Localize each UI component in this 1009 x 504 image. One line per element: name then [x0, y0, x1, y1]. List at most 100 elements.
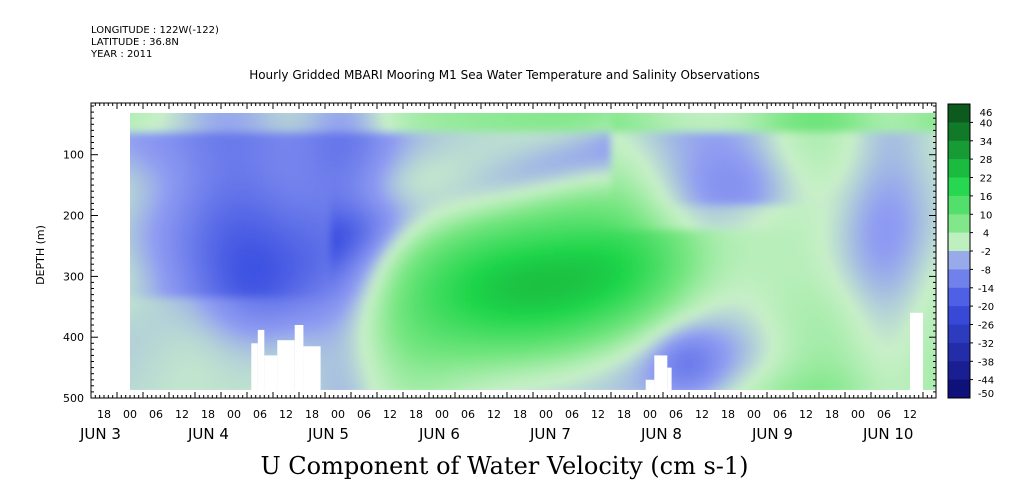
field-cell	[257, 253, 264, 260]
field-cell	[517, 113, 524, 119]
field-cell	[423, 341, 430, 348]
field-cell	[278, 263, 285, 270]
field-cell	[455, 132, 461, 138]
field-cell	[158, 346, 165, 352]
field-cell	[522, 156, 529, 163]
field-cell	[392, 122, 399, 129]
field-cell	[507, 307, 513, 314]
field-cell	[299, 127, 305, 133]
field-cell	[319, 239, 326, 245]
field-cell	[158, 190, 165, 197]
field-cell	[236, 385, 243, 390]
field-cell	[304, 141, 311, 148]
field-cell	[371, 205, 378, 211]
field-cell	[429, 141, 435, 148]
field-cell	[257, 229, 264, 236]
field-cell	[184, 210, 191, 216]
field-cell	[304, 278, 311, 284]
field-cell	[356, 117, 363, 124]
field-cell	[345, 287, 352, 294]
field-cell	[283, 210, 290, 216]
field-cell	[304, 151, 311, 158]
field-cell	[470, 360, 477, 367]
field-cell	[517, 292, 524, 299]
field-cell	[361, 258, 368, 265]
field-cell	[247, 326, 253, 333]
field-cell	[130, 263, 134, 270]
field-cell	[351, 356, 357, 362]
field-cell	[475, 258, 482, 265]
field-cell	[195, 273, 201, 279]
field-cell	[236, 346, 243, 352]
field-cell	[444, 190, 451, 197]
field-cell	[330, 331, 337, 338]
field-cell	[392, 283, 399, 289]
field-cell	[340, 356, 347, 362]
field-cell	[481, 302, 487, 309]
field-cell	[455, 146, 461, 153]
field-cell	[137, 278, 144, 284]
field-cell	[241, 263, 248, 270]
field-cell	[304, 161, 311, 168]
field-cell	[345, 297, 352, 304]
field-cell	[496, 375, 503, 382]
field-cell	[231, 113, 238, 114]
field-cell	[392, 210, 399, 216]
field-cell	[252, 297, 259, 304]
field-cell	[501, 234, 508, 241]
field-cell	[158, 200, 165, 206]
field-cell	[278, 161, 285, 168]
field-cell	[403, 122, 409, 129]
field-cell	[423, 375, 430, 382]
field-cell	[231, 326, 238, 333]
field-cell	[132, 336, 139, 343]
field-cell	[481, 336, 487, 343]
field-cell	[491, 336, 498, 343]
field-cell	[299, 200, 305, 206]
field-cell	[231, 297, 238, 304]
field-cell	[215, 117, 222, 124]
field-cell	[475, 141, 482, 148]
field-cell	[470, 253, 477, 260]
field-cell	[205, 249, 212, 255]
field-cell	[491, 326, 498, 333]
field-cell	[382, 146, 389, 153]
field-cell	[148, 341, 155, 348]
field-cell	[174, 171, 181, 177]
field-cell	[247, 117, 253, 124]
field-cell	[429, 360, 435, 367]
field-cell	[231, 380, 238, 387]
field-cell	[325, 185, 331, 192]
field-cell	[408, 229, 415, 236]
field-cell	[377, 113, 383, 114]
field-cell	[195, 356, 201, 362]
field-cell	[221, 234, 227, 241]
field-cell	[309, 132, 316, 138]
field-cell	[366, 365, 373, 372]
field-cell	[387, 302, 394, 309]
field-cell	[455, 292, 461, 299]
field-cell	[247, 360, 253, 367]
field-cell	[340, 331, 347, 338]
field-cell	[423, 273, 430, 279]
field-cell	[241, 180, 248, 187]
field-cell	[475, 263, 482, 270]
field-cell	[413, 356, 420, 362]
field-cell	[377, 360, 383, 367]
field-cell	[397, 117, 404, 124]
field-cell	[163, 141, 170, 148]
field-cell	[231, 375, 238, 382]
field-cell	[210, 171, 217, 177]
field-cell	[507, 326, 513, 333]
field-cell	[351, 385, 357, 390]
field-cell	[413, 200, 420, 206]
field-cell	[293, 185, 300, 192]
field-cell	[174, 297, 181, 304]
field-cell	[163, 287, 170, 294]
field-cell	[397, 132, 404, 138]
field-cell	[273, 113, 279, 114]
field-cell	[293, 322, 300, 328]
field-cell	[215, 253, 222, 260]
field-cell	[423, 336, 430, 343]
field-cell	[210, 190, 217, 197]
